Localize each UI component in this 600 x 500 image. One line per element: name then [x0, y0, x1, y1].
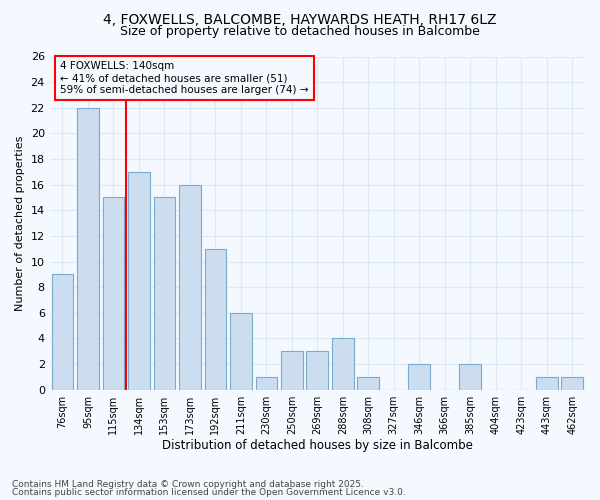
Y-axis label: Number of detached properties: Number of detached properties [15, 136, 25, 311]
Bar [103, 198, 124, 390]
Bar [128, 172, 150, 390]
Bar [52, 274, 73, 390]
Text: Contains HM Land Registry data © Crown copyright and database right 2025.: Contains HM Land Registry data © Crown c… [12, 480, 364, 489]
Text: 4 FOXWELLS: 140sqm
← 41% of detached houses are smaller (51)
59% of semi-detache: 4 FOXWELLS: 140sqm ← 41% of detached hou… [61, 62, 309, 94]
Bar [307, 352, 328, 390]
Bar [179, 184, 201, 390]
Bar [536, 377, 557, 390]
Bar [460, 364, 481, 390]
Text: Contains public sector information licensed under the Open Government Licence v3: Contains public sector information licen… [12, 488, 406, 497]
Bar [256, 377, 277, 390]
Bar [358, 377, 379, 390]
Bar [230, 313, 251, 390]
Bar [77, 108, 99, 390]
X-axis label: Distribution of detached houses by size in Balcombe: Distribution of detached houses by size … [162, 440, 473, 452]
Bar [281, 352, 302, 390]
Bar [154, 198, 175, 390]
Bar [562, 377, 583, 390]
Bar [205, 248, 226, 390]
Text: 4, FOXWELLS, BALCOMBE, HAYWARDS HEATH, RH17 6LZ: 4, FOXWELLS, BALCOMBE, HAYWARDS HEATH, R… [103, 12, 497, 26]
Bar [409, 364, 430, 390]
Bar [332, 338, 353, 390]
Text: Size of property relative to detached houses in Balcombe: Size of property relative to detached ho… [120, 25, 480, 38]
